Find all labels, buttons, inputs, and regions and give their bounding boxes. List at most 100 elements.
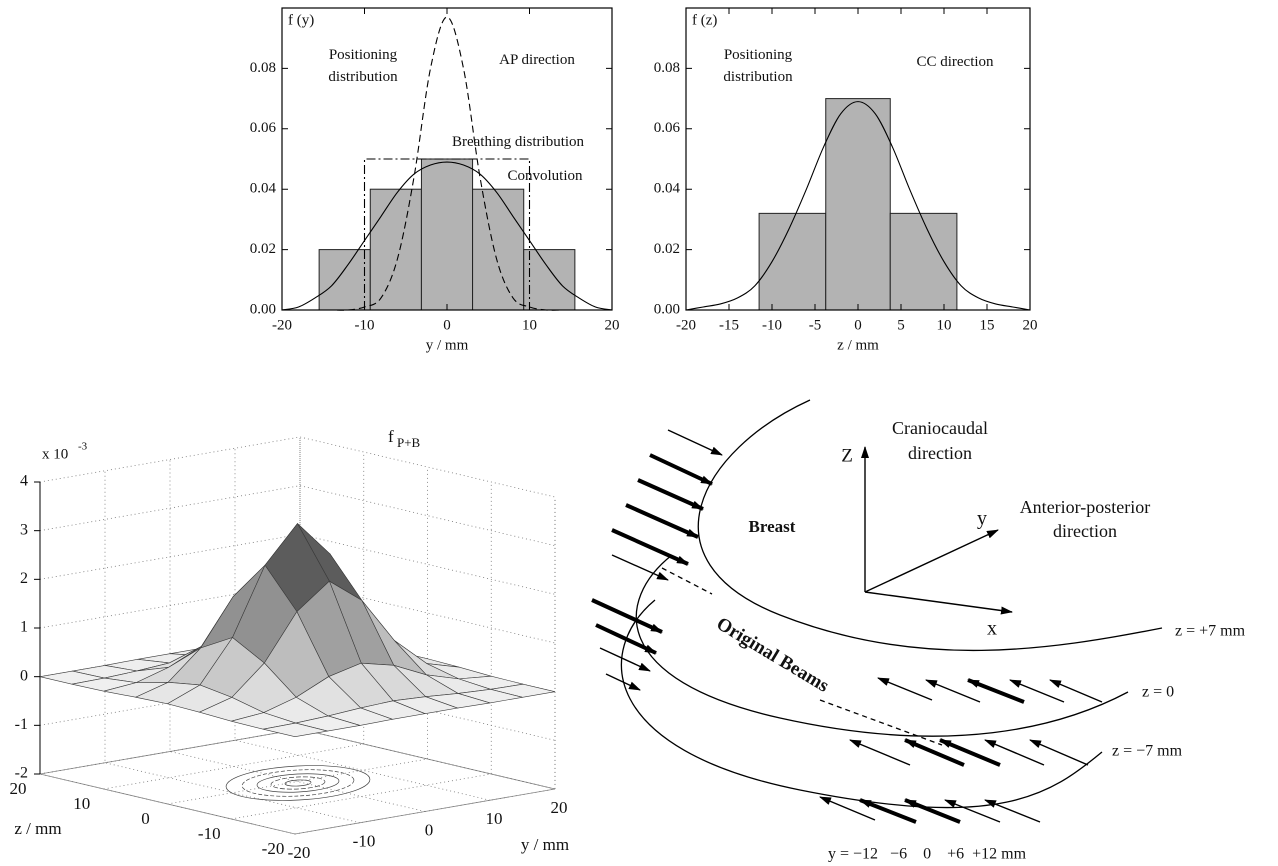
label: Original Beams — [713, 613, 833, 697]
beam-arrow — [1009, 679, 1065, 703]
x-tick-label: -15 — [719, 317, 739, 333]
y-tick-label: 20 — [10, 779, 27, 798]
beam-arrow — [595, 623, 657, 655]
z-tick-label: -2 — [15, 765, 28, 782]
beam-arrow — [1029, 739, 1089, 766]
y-tick-label: -20 — [262, 839, 285, 858]
contour — [284, 779, 312, 787]
diagram-labels: Craniocaudal direction Z y x Anterior-po… — [713, 418, 1246, 863]
y-axis-label: z / mm — [14, 819, 61, 838]
beam-arrow — [984, 799, 1041, 823]
y-tick-label: 0.02 — [250, 241, 276, 257]
slice-outline — [620, 599, 1103, 809]
x-axis-label: y / mm — [521, 835, 569, 854]
label: Craniocaudal — [892, 418, 988, 438]
beam-arrow — [649, 453, 713, 486]
x-axis-label: z / mm — [837, 337, 879, 353]
x-tick-label: 0 — [443, 317, 451, 333]
contour — [256, 773, 340, 793]
diagram — [620, 399, 1163, 809]
bar — [472, 188, 525, 311]
chart-title-sub: P+B — [397, 435, 421, 450]
bar — [825, 98, 891, 311]
z-tick-label: 3 — [20, 521, 28, 538]
series-line — [363, 158, 531, 310]
x-tick-label: 0 — [854, 317, 862, 333]
slice-label: z = −7 mm — [1112, 743, 1183, 760]
beam-arrow — [967, 678, 1025, 704]
x-axis-label: y / mm — [426, 337, 469, 353]
positions-label: y = −12 −6 0 +6 +12 mm — [828, 846, 1027, 863]
x-tick-label: -5 — [809, 317, 822, 333]
series-line — [685, 101, 1031, 311]
y-tick-label: 0.04 — [654, 181, 681, 197]
x-tick-label: -10 — [355, 317, 375, 333]
series-line — [281, 161, 613, 311]
contour — [270, 776, 326, 790]
beam-arrow — [637, 478, 704, 511]
label: direction — [1053, 521, 1117, 541]
y-tick-label: 0.02 — [654, 241, 680, 257]
axis-letter: y — [977, 508, 987, 530]
z-tick-label: 2 — [20, 570, 28, 587]
x-tick-label: 10 — [937, 317, 952, 333]
x-tick-label: 10 — [522, 317, 537, 333]
beam-arrow — [939, 738, 1001, 767]
label: direction — [908, 443, 972, 463]
contour — [241, 769, 355, 797]
scale-exponent: -3 — [78, 441, 88, 453]
floor-contours — [225, 765, 371, 801]
beam-arrow — [904, 798, 961, 824]
slice-outline — [697, 399, 1163, 652]
x-tick-label: -20 — [676, 317, 696, 333]
y-tick-label: 0.08 — [250, 60, 276, 76]
beam-arrow — [877, 677, 933, 701]
y-tick-label: 0.08 — [654, 60, 680, 76]
y-tick-label: 0.00 — [250, 301, 276, 317]
x-tick-label: 20 — [1023, 317, 1038, 333]
beam-arrow — [859, 798, 917, 824]
grid-line — [39, 436, 556, 498]
x-tick-label: 20 — [605, 317, 620, 333]
grid-line — [169, 459, 426, 812]
beam-arrow — [904, 738, 965, 767]
slice-label: z = +7 mm — [1175, 623, 1246, 640]
bar — [523, 249, 576, 311]
grid-line — [234, 448, 491, 801]
beam-arrow — [1049, 679, 1103, 703]
y-tick-label: 0.04 — [250, 181, 277, 197]
y-tick-label: 0.06 — [250, 120, 277, 136]
x-tick-label: 5 — [897, 317, 905, 333]
beam-edge — [819, 699, 943, 746]
x-tick-label: -10 — [762, 317, 782, 333]
beam-arrow — [625, 503, 699, 539]
bar — [758, 212, 827, 311]
beam-arrow — [849, 739, 911, 766]
axis-letter: x — [987, 618, 997, 640]
beam-arrow — [925, 679, 981, 703]
y-tick-label: -10 — [198, 824, 221, 843]
label: Breast — [749, 517, 796, 536]
z-tick-label: -1 — [15, 716, 28, 733]
axis-x — [864, 591, 1013, 615]
beam-edge — [661, 567, 713, 595]
surface-patch — [263, 722, 328, 737]
bar — [369, 188, 422, 311]
axis-y — [864, 529, 999, 593]
x-tick-label: 20 — [551, 798, 568, 817]
x-tick-label: 0 — [425, 820, 434, 839]
chart-title: f — [388, 427, 394, 446]
contour — [225, 765, 371, 801]
bar — [318, 249, 371, 311]
z-tick-label: 0 — [20, 667, 28, 684]
beam-arrow — [819, 796, 876, 821]
x-tick-label: -20 — [272, 317, 292, 333]
y-tick-label: 10 — [73, 794, 90, 813]
floor-frame — [39, 728, 556, 835]
chart-title: f (y) — [288, 12, 314, 28]
scale-label: x 10 — [42, 446, 68, 462]
slice-label: z = 0 — [1142, 684, 1174, 701]
z-tick-label: 4 — [20, 473, 28, 490]
beam-arrow — [605, 673, 641, 691]
